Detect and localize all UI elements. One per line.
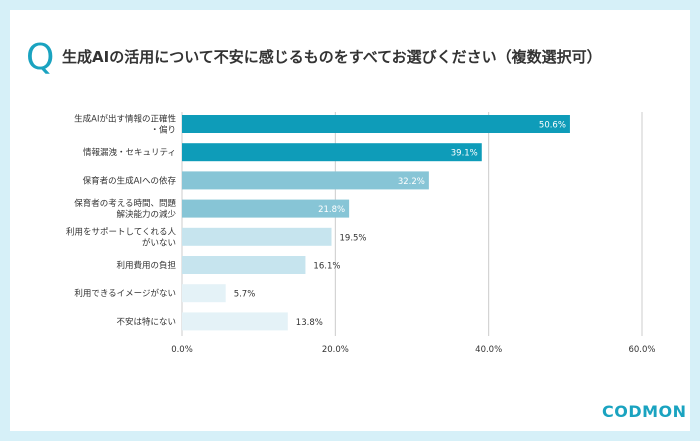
bar <box>182 143 482 162</box>
x-tick-label: 20.0% <box>322 345 349 355</box>
bar <box>182 171 429 190</box>
question-mark-icon: Q <box>26 37 55 78</box>
bar-value-label: 5.7% <box>234 290 256 300</box>
bar <box>182 115 570 133</box>
category-label: 不安は特にない <box>116 316 176 327</box>
category-label: がいない <box>142 237 176 248</box>
bar-value-label: 19.5% <box>340 233 367 243</box>
category-label: ・偏り <box>150 125 176 136</box>
bar-value-label: 13.8% <box>296 318 323 328</box>
bar-value-label: 50.6% <box>539 121 566 131</box>
category-label: 解決能力の減少 <box>116 209 176 220</box>
codmon-logo: CODMON <box>602 402 687 421</box>
category-label: 生成AIが出す情報の正確性 <box>74 114 176 125</box>
bar-value-label: 16.1% <box>313 262 340 272</box>
category-label: 保育者の考える時間、問題 <box>74 198 176 209</box>
bar <box>182 199 350 218</box>
bar <box>182 312 288 331</box>
chart-card: Q 生成AIの活用について不安に感じるものをすべてお選びください（複数選択可） … <box>10 10 690 431</box>
bar <box>182 256 306 274</box>
x-tick-label: 40.0% <box>475 345 502 355</box>
x-tick-label: 0.0% <box>171 345 193 355</box>
bar-value-label: 39.1% <box>451 149 478 159</box>
category-label: 利用費用の負担 <box>116 260 176 271</box>
category-label: 情報漏洩・セキュリティ <box>83 147 176 158</box>
bar <box>182 227 332 246</box>
chart-title: 生成AIの活用について不安に感じるものをすべてお選びください（複数選択可） <box>62 48 602 66</box>
bar-value-label: 32.2% <box>398 177 425 187</box>
bar <box>182 284 226 303</box>
bar-value-label: 21.8% <box>318 205 345 215</box>
category-label: 利用できるイメージがない <box>74 288 176 299</box>
category-label: 利用をサポートしてくれる人 <box>66 226 176 237</box>
x-tick-label: 60.0% <box>628 345 655 355</box>
category-label: 保育者の生成AIへの依存 <box>83 175 177 186</box>
